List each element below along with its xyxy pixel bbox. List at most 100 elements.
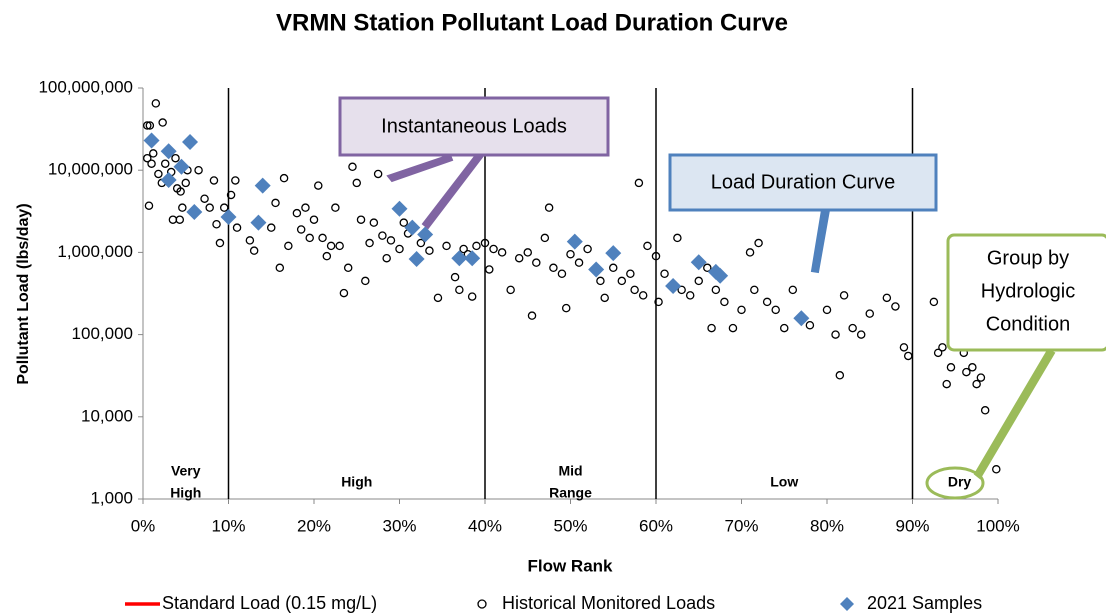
x-axis-label: Flow Rank bbox=[527, 556, 613, 575]
sample-point bbox=[143, 132, 160, 149]
legend-swatch bbox=[477, 599, 487, 609]
historical-point bbox=[583, 244, 592, 254]
sample-point bbox=[464, 250, 481, 267]
y-tick-label: 100,000 bbox=[72, 324, 133, 343]
historical-point bbox=[212, 220, 221, 229]
historical-point bbox=[275, 263, 285, 273]
historical-point bbox=[891, 302, 900, 311]
sample-point bbox=[408, 251, 425, 268]
historical-point bbox=[154, 169, 163, 179]
historical-point bbox=[450, 272, 460, 282]
historical-point bbox=[673, 233, 682, 243]
x-tick-label: 100% bbox=[976, 516, 1019, 535]
callouts: Instantaneous Loads Load Duration Curve Gr… bbox=[338, 96, 1106, 500]
historical-point bbox=[178, 203, 187, 212]
historical-point bbox=[596, 276, 605, 286]
historical-point bbox=[532, 258, 541, 267]
historical-point bbox=[292, 208, 302, 218]
historical-point bbox=[314, 181, 323, 190]
historical-point bbox=[331, 203, 340, 212]
historical-point bbox=[805, 320, 815, 330]
y-tick-label: 10,000 bbox=[81, 406, 133, 425]
historical-point bbox=[382, 253, 391, 263]
historical-point bbox=[514, 253, 524, 263]
x-tick-label: 60% bbox=[639, 516, 673, 535]
historical-point bbox=[643, 241, 652, 251]
historical-point bbox=[609, 263, 618, 273]
historical-point bbox=[143, 121, 152, 130]
historical-point bbox=[467, 292, 477, 301]
x-tick-label: 10% bbox=[211, 516, 245, 535]
historical-point bbox=[416, 238, 426, 248]
historical-point bbox=[737, 305, 746, 315]
historical-point bbox=[968, 363, 977, 372]
sample-point bbox=[712, 267, 729, 284]
historical-point bbox=[780, 323, 789, 333]
zone-label: Very bbox=[171, 463, 201, 479]
historical-point bbox=[822, 305, 832, 315]
historical-point bbox=[831, 330, 840, 339]
historical-point bbox=[754, 238, 763, 248]
sample-point bbox=[250, 214, 267, 231]
historical-point bbox=[296, 225, 306, 234]
historical-point bbox=[654, 297, 663, 307]
historical-point bbox=[231, 176, 240, 185]
sample-point bbox=[588, 261, 605, 278]
historical-point bbox=[219, 203, 229, 212]
historical-point bbox=[771, 305, 780, 315]
historical-point bbox=[728, 323, 738, 333]
historical-point bbox=[972, 379, 981, 389]
historical-point bbox=[557, 269, 567, 278]
historical-point bbox=[523, 248, 533, 257]
historical-point bbox=[395, 244, 404, 254]
historical-point bbox=[343, 263, 353, 273]
x-tick-label: 30% bbox=[382, 516, 416, 535]
x-tick-label: 80% bbox=[810, 516, 844, 535]
historical-point bbox=[322, 251, 332, 261]
historical-point bbox=[660, 269, 669, 278]
y-tick-label: 100,000,000 bbox=[38, 77, 133, 96]
historical-point bbox=[318, 233, 327, 243]
historical-point bbox=[527, 311, 537, 320]
historical-point bbox=[145, 121, 155, 130]
historical-point bbox=[497, 248, 507, 257]
historical-point bbox=[694, 276, 704, 286]
historical-point bbox=[399, 218, 409, 227]
historical-point bbox=[160, 159, 170, 168]
zone-label: Mid bbox=[558, 463, 582, 479]
historical-point bbox=[992, 465, 1001, 474]
historical-point bbox=[442, 241, 451, 251]
historical-point bbox=[284, 241, 293, 251]
historical-point bbox=[933, 348, 943, 358]
historical-point bbox=[168, 215, 178, 224]
x-tick-label: 40% bbox=[468, 516, 502, 535]
historical-point bbox=[480, 238, 490, 248]
historical-point bbox=[903, 351, 913, 361]
historical-point bbox=[472, 241, 481, 251]
zone-label: High bbox=[170, 485, 201, 501]
sample-point bbox=[160, 171, 177, 188]
historical-point bbox=[574, 258, 584, 267]
historical-point bbox=[200, 194, 209, 203]
historical-point bbox=[209, 176, 219, 185]
zone-label: Low bbox=[770, 474, 798, 490]
historical-point bbox=[549, 263, 558, 273]
legend-swatch bbox=[840, 597, 854, 611]
historical-point bbox=[425, 246, 434, 255]
historical-point bbox=[249, 246, 259, 255]
sample-point bbox=[160, 143, 177, 160]
historical-point bbox=[348, 162, 357, 172]
historical-point bbox=[215, 238, 225, 248]
y-tick-label: 1,000 bbox=[90, 488, 133, 507]
historical-point bbox=[386, 236, 396, 245]
historical-point bbox=[309, 215, 319, 224]
historical-point bbox=[626, 269, 635, 278]
historical-point bbox=[365, 238, 374, 248]
sample-point bbox=[182, 134, 199, 151]
historical-point bbox=[489, 244, 498, 254]
historical-point bbox=[378, 231, 387, 240]
historical-point bbox=[335, 241, 344, 251]
historical-point bbox=[352, 178, 361, 188]
historical-point bbox=[942, 379, 951, 389]
